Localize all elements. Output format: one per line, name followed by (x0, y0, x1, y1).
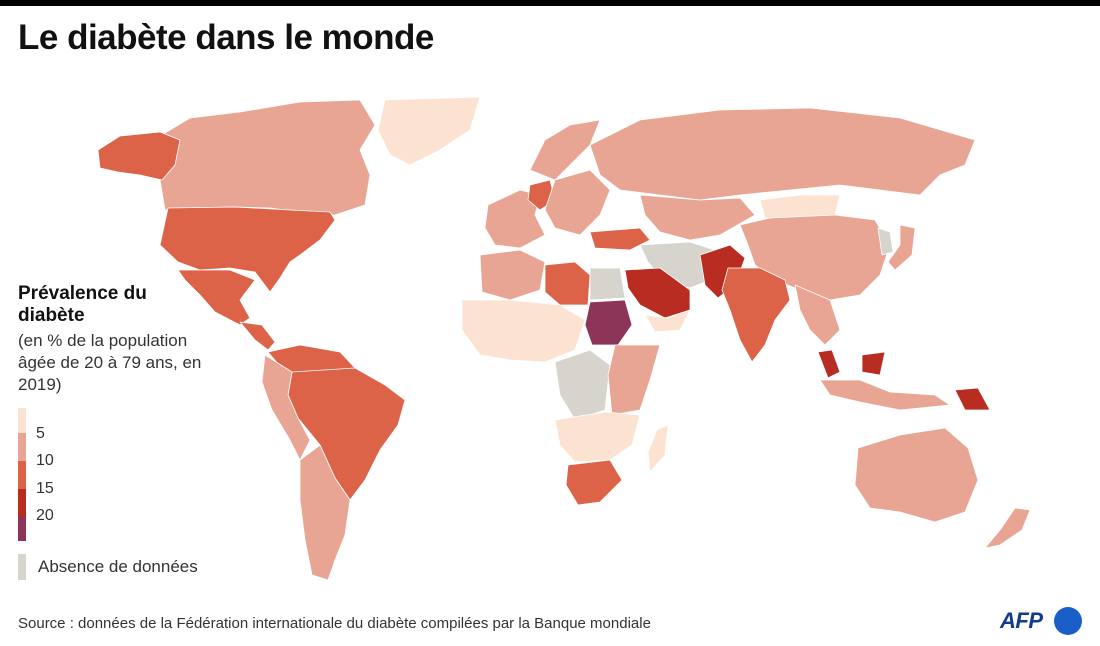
region-central-america (239, 321, 276, 351)
region-indonesia (819, 379, 951, 411)
region-malaysia (817, 349, 886, 379)
region-southern-africa (554, 411, 641, 463)
legend-tick-5: 5 (36, 425, 45, 442)
legend-title: Prévalence du diabète (18, 283, 147, 326)
page-title: Le diabète dans le monde (18, 18, 434, 57)
region-southeast-asia (794, 284, 841, 346)
region-new-zealand (984, 507, 1031, 549)
region-madagascar (647, 424, 669, 473)
region-iran-afghanistan (639, 241, 716, 289)
region-usa (159, 206, 336, 293)
region-yemen-oman (644, 309, 691, 333)
region-central-africa (554, 349, 611, 421)
legend-no-data-swatch (18, 554, 26, 580)
region-korea (877, 227, 894, 256)
legend-swatch-15-20 (18, 489, 26, 517)
legend-tick-15: 15 (36, 480, 54, 497)
source-note: Source : données de la Fédération intern… (18, 615, 651, 632)
region-south-africa (565, 459, 623, 506)
afp-logo-text: AFP (1000, 608, 1043, 633)
legend-swatch-below-5 (18, 408, 26, 433)
world-map (97, 96, 1031, 581)
region-australia (854, 427, 979, 523)
region-west-africa (461, 299, 586, 363)
region-mexico (177, 269, 256, 326)
region-scandinavia (529, 119, 601, 181)
region-japan (887, 224, 916, 271)
region-saudi-arabia (624, 267, 691, 319)
region-southern-cone (299, 444, 351, 581)
region-india (721, 267, 791, 363)
legend-no-data-label: Absence de données (38, 557, 198, 576)
region-alaska (97, 131, 181, 181)
legend-swatch-above-20 (18, 517, 26, 541)
region-greenland (377, 96, 481, 166)
legend-subtitle: (en % de la population âgée de 20 à 79 a… (18, 331, 202, 394)
legend-tick-20: 20 (36, 507, 54, 524)
afp-logo-circle (1054, 607, 1082, 635)
region-western-europe (484, 189, 546, 249)
top-rule (0, 0, 1100, 6)
region-kazakhstan (639, 194, 756, 241)
legend-tick-10: 10 (36, 452, 54, 469)
region-papua-new-guinea (954, 387, 991, 411)
region-egypt (589, 267, 626, 301)
legend-swatch-5-10 (18, 433, 26, 461)
region-sudan (584, 299, 633, 346)
region-east-africa (607, 344, 661, 416)
region-canada (159, 99, 376, 216)
region-libya (544, 261, 591, 306)
region-russia (589, 107, 976, 201)
region-maghreb (479, 249, 546, 301)
legend-swatch-10-15 (18, 461, 26, 489)
region-eastern-europe (544, 169, 611, 236)
region-andes (261, 354, 311, 461)
